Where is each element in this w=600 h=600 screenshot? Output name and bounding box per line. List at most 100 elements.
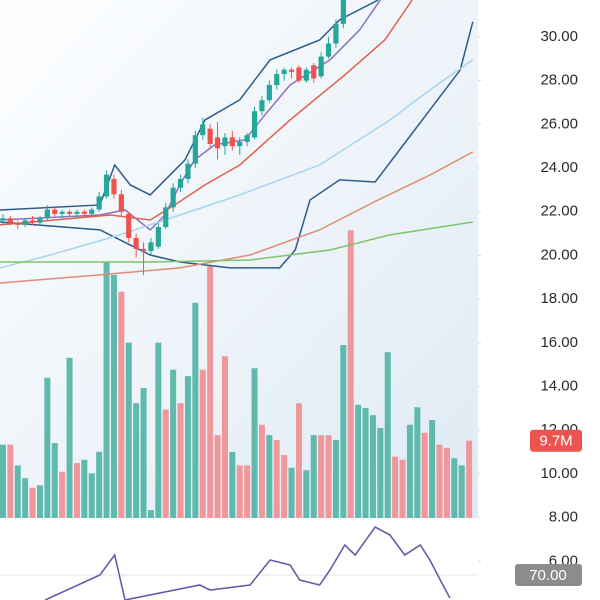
volume-bar bbox=[147, 510, 154, 518]
volume-bar bbox=[162, 409, 169, 518]
volume-bar bbox=[7, 444, 14, 518]
y-tick-label: 16.00 bbox=[540, 334, 578, 351]
candle-body bbox=[170, 187, 176, 208]
candle-body bbox=[288, 69, 295, 72]
volume-bar bbox=[110, 274, 117, 518]
y-tick-label: 20.00 bbox=[540, 246, 578, 263]
candle-body bbox=[192, 135, 198, 164]
candle-body bbox=[207, 128, 213, 144]
candle-body bbox=[7, 218, 13, 223]
candle-body bbox=[303, 69, 309, 81]
rsi-tick-label: 70.00 bbox=[529, 567, 567, 584]
candle-body bbox=[103, 174, 110, 197]
volume-bar bbox=[443, 447, 450, 518]
candle-body bbox=[96, 196, 102, 210]
candle-body bbox=[200, 124, 206, 136]
volume-bar bbox=[362, 408, 369, 518]
volume-bar bbox=[421, 432, 428, 518]
volume-bar bbox=[170, 369, 177, 518]
y-tick-label: 22.00 bbox=[540, 203, 578, 220]
overlay-line bbox=[0, 21, 474, 269]
volume-bar bbox=[258, 424, 265, 518]
y-tick-label: 24.00 bbox=[540, 159, 578, 176]
candle-body bbox=[229, 137, 235, 147]
volume-bar bbox=[466, 440, 473, 518]
volume-bar bbox=[429, 419, 436, 518]
volume-bar bbox=[214, 435, 221, 518]
volume-bar bbox=[332, 439, 339, 518]
volume-bar bbox=[236, 465, 243, 518]
volume-bar bbox=[266, 435, 273, 518]
candle-body bbox=[29, 220, 36, 223]
volume-bar bbox=[399, 459, 406, 518]
volume-badge bbox=[530, 429, 582, 452]
volume-bar bbox=[88, 473, 95, 518]
volume-bar bbox=[251, 368, 258, 518]
candle-body bbox=[126, 213, 132, 238]
candle-body bbox=[52, 209, 58, 214]
candle-body bbox=[274, 74, 280, 85]
volume-bar bbox=[347, 230, 354, 518]
candle-body bbox=[59, 211, 65, 214]
price-axis: 6.008.0010.0012.0014.0016.0018.0020.0022… bbox=[478, 28, 578, 569]
rsi-panel bbox=[0, 525, 478, 600]
y-tick-label: 18.00 bbox=[540, 290, 578, 307]
volume-bar bbox=[44, 377, 51, 518]
candle-body bbox=[148, 242, 154, 252]
y-tick-label: 10.00 bbox=[540, 465, 578, 482]
volume-bar bbox=[310, 435, 317, 518]
volume-bar bbox=[355, 404, 362, 518]
volume-bar bbox=[184, 376, 191, 518]
volume-bar bbox=[244, 465, 251, 518]
overlay-line bbox=[0, 151, 474, 284]
volume-bar bbox=[177, 403, 184, 518]
candle-body bbox=[251, 111, 258, 138]
volume-bar bbox=[14, 465, 21, 518]
candle-body bbox=[163, 207, 169, 228]
volume-bar bbox=[377, 427, 384, 518]
volume-bar bbox=[51, 443, 58, 518]
candle-body bbox=[111, 178, 117, 195]
candle-body bbox=[259, 100, 265, 112]
volume-bar bbox=[406, 424, 413, 518]
candle-body bbox=[281, 69, 287, 75]
volume-bar bbox=[295, 403, 302, 518]
volume-bar bbox=[458, 465, 465, 518]
volume-bar bbox=[22, 478, 29, 518]
y-tick-label: 14.00 bbox=[540, 377, 578, 394]
y-tick-label: 28.00 bbox=[540, 72, 578, 89]
volume-bar bbox=[392, 456, 399, 518]
overlay-line bbox=[0, 221, 473, 263]
volume-bar bbox=[221, 356, 228, 518]
volume-bar bbox=[133, 403, 140, 518]
volume-bar bbox=[155, 342, 162, 518]
candle-body bbox=[155, 227, 161, 247]
volume-bar bbox=[281, 455, 288, 518]
candle-body bbox=[133, 237, 139, 249]
volume-bar bbox=[318, 435, 325, 518]
candle-body bbox=[340, 0, 346, 24]
volume-bar bbox=[192, 302, 199, 518]
candle-body bbox=[15, 222, 21, 225]
candle-body bbox=[333, 23, 339, 44]
price-panel bbox=[0, 0, 474, 284]
volume-bar bbox=[288, 467, 295, 518]
candle-body bbox=[177, 178, 184, 188]
badges: 9.7M 70.00 bbox=[515, 429, 582, 586]
candle-body bbox=[185, 163, 191, 179]
rsi-line bbox=[44, 525, 451, 600]
volume-bar bbox=[369, 415, 376, 518]
candle-body bbox=[244, 135, 250, 142]
candle-body bbox=[296, 67, 302, 81]
volume-bar bbox=[118, 291, 125, 518]
candle-body bbox=[214, 137, 221, 149]
candle-body bbox=[318, 56, 324, 77]
candle-body bbox=[22, 220, 28, 225]
y-tick-label: 8.00 bbox=[549, 509, 578, 526]
volume-bar bbox=[340, 345, 347, 518]
volume-bar bbox=[325, 435, 332, 518]
volume-label: 9.7M bbox=[539, 433, 572, 450]
volume-bar bbox=[273, 439, 280, 518]
